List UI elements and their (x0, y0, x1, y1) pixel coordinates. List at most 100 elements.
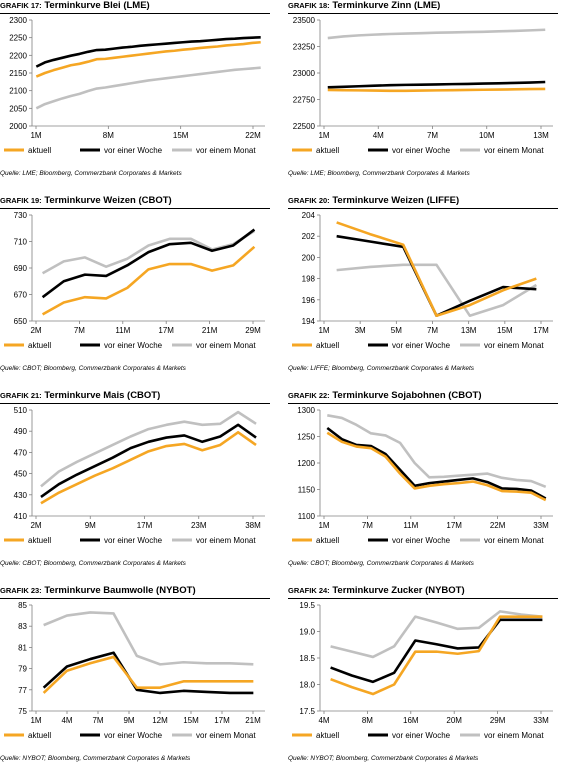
y-tick-label: 198 (302, 275, 316, 284)
y-tick-label: 1300 (297, 406, 315, 415)
chart-title-lead: GRAFIK 17: (0, 1, 42, 10)
x-tick-label: 4M (61, 716, 72, 725)
chart-title: GRAFIK 22: Terminkurve Sojabohnen (CBOT) (288, 390, 482, 401)
x-tick-label: 21M (245, 716, 261, 725)
x-tick-label: 23M (191, 521, 207, 530)
x-tick-label: 7M (92, 716, 103, 725)
x-tick-label: 8M (362, 716, 373, 725)
y-tick-label: 200 (302, 253, 316, 262)
chart-title-lead: GRAFIK 24: (288, 586, 330, 595)
chart-title: GRAFIK 24: Terminkurve Zucker (NYBOT) (288, 585, 465, 596)
chart-title-lead: GRAFIK 19: (0, 196, 42, 205)
series-line-aktuell (35, 40, 261, 78)
y-tick-label: 81 (18, 643, 27, 652)
chart-title: GRAFIK 20: Terminkurve Weizen (LIFFE) (288, 195, 459, 206)
x-tick-label: 3M (355, 326, 366, 335)
x-tick-label: 9M (123, 716, 134, 725)
chart-source: Quelle: LME; Bloomberg, Commerzbank Corp… (288, 170, 470, 177)
x-tick-label: 9M (85, 521, 96, 530)
chart-title: GRAFIK 18: Terminkurve Zinn (LME) (288, 0, 440, 11)
series-line-woche (330, 618, 543, 684)
y-tick-label: 2300 (9, 16, 27, 25)
series-line-woche (40, 423, 257, 498)
chart-panel-blei: GRAFIK 17: Terminkurve Blei (LME) 2300 22… (0, 0, 270, 190)
x-tick-label: 1M (30, 716, 41, 725)
chart-source: Quelle: NYBOT; Bloomberg, Commerzbank Co… (288, 755, 479, 762)
y-tick-label: 204 (302, 211, 316, 220)
x-tick-label: 10M (479, 131, 495, 140)
legend-label-aktuell: aktuell (28, 341, 51, 350)
x-tick-label: 1M (318, 326, 329, 335)
series-line-monat (330, 610, 543, 659)
series-line-aktuell (326, 431, 547, 502)
y-tick-label: 2050 (9, 104, 27, 113)
chart-panel-sojabohnen: GRAFIK 22: Terminkurve Sojabohnen (CBOT)… (288, 390, 558, 580)
y-tick-label: 22750 (293, 96, 316, 105)
legend-label-woche: vor einer Woche (104, 146, 163, 155)
series-line-woche (326, 426, 547, 500)
chart-source: Quelle: NYBOT; Bloomberg, Commerzbank Co… (0, 755, 191, 762)
x-tick-label: 33M (533, 716, 549, 725)
chart-panel-weizen-liffe: GRAFIK 20: Terminkurve Weizen (LIFFE) 20… (288, 195, 558, 385)
x-tick-label: 29M (490, 716, 506, 725)
y-tick-label: 75 (18, 707, 27, 716)
x-tick-label: 17M (533, 326, 549, 335)
chart-source: Quelle: LME; Bloomberg, Commerzbank Corp… (0, 170, 182, 177)
x-tick-label: 8M (103, 131, 114, 140)
x-tick-label: 17M (214, 716, 230, 725)
y-tick-label: 2000 (9, 122, 27, 131)
series-line-aktuell (41, 245, 256, 316)
series-line-monat (327, 28, 546, 40)
y-tick-label: 196 (302, 296, 316, 305)
legend-label-aktuell: aktuell (316, 731, 339, 740)
series-line-monat (43, 611, 254, 666)
x-tick-label: 4M (373, 131, 384, 140)
y-tick-label: 670 (14, 291, 28, 300)
y-tick-label: 18.0 (299, 681, 315, 690)
y-tick-label: 1150 (298, 486, 316, 495)
y-tick-label: 730 (14, 211, 28, 220)
chart-title: GRAFIK 19: Terminkurve Weizen (CBOT) (0, 195, 172, 206)
chart-title-text: Terminkurve Sojabohnen (CBOT) (332, 390, 482, 401)
y-tick-label: 79 (18, 665, 27, 674)
series-line-aktuell (40, 430, 257, 505)
chart-title-lead: GRAFIK 22: (288, 391, 330, 400)
y-tick-label: 490 (14, 427, 28, 436)
legend-label-woche: vor einer Woche (392, 341, 451, 350)
y-tick-label: 194 (302, 317, 316, 326)
series-line-aktuell (327, 87, 546, 93)
legend-label-monat: vor einem Monat (484, 731, 544, 740)
y-tick-label: 2150 (9, 69, 27, 78)
chart-title-text: Terminkurve Zucker (NYBOT) (332, 585, 465, 596)
legend-label-aktuell: aktuell (28, 146, 51, 155)
y-tick-label: 450 (14, 470, 28, 479)
x-tick-label: 29M (245, 326, 261, 335)
x-tick-label: 38M (245, 521, 261, 530)
chart-source: Quelle: CBOT; Bloomberg, Commerzbank Cor… (0, 560, 186, 567)
y-tick-label: 510 (14, 406, 28, 415)
x-tick-label: 13M (533, 131, 549, 140)
y-tick-label: 23000 (293, 69, 316, 78)
chart-panel-mais: GRAFIK 21: Terminkurve Mais (CBOT) 510 49… (0, 390, 270, 580)
chart-panel-zucker: GRAFIK 24: Terminkurve Zucker (NYBOT) 19… (288, 585, 558, 775)
chart-title-text: Terminkurve Weizen (CBOT) (44, 195, 172, 206)
x-tick-label: 7M (74, 326, 85, 335)
legend-label-woche: vor einer Woche (104, 731, 163, 740)
y-tick-label: 410 (14, 512, 28, 521)
y-tick-label: 19.0 (299, 628, 315, 637)
x-tick-label: 13M (461, 326, 477, 335)
x-tick-label: 21M (202, 326, 218, 335)
legend-label-monat: vor einem Monat (196, 341, 256, 350)
title-rule (288, 598, 558, 599)
x-tick-label: 15M (173, 131, 189, 140)
legend-label-aktuell: aktuell (316, 341, 339, 350)
chart-source: Quelle: LIFFE; Bloomberg, Commerzbank Co… (288, 365, 475, 372)
x-tick-label: 16M (403, 716, 419, 725)
legend-label-aktuell: aktuell (28, 731, 51, 740)
x-tick-label: 1M (318, 521, 329, 530)
y-tick-label: 710 (14, 238, 28, 247)
